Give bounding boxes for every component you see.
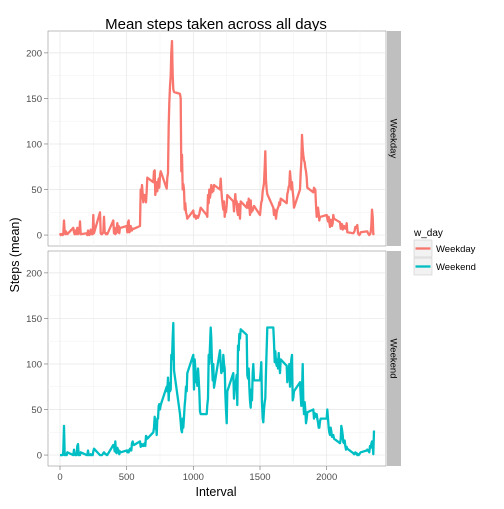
y-tick-label: 0 [37, 451, 42, 462]
legend-label-weekend: Weekend [436, 262, 476, 273]
y-tick-label: 200 [26, 268, 42, 279]
x-tick-label: 0 [57, 472, 62, 483]
legend: w_day Weekday Weekend [413, 228, 476, 276]
series-line-weekday [58, 39, 375, 237]
facet-panel-weekday: 0 50 100 150 200 Weekday [26, 30, 401, 247]
legend-title: w_day [413, 228, 443, 239]
y-tick-label: 150 [26, 314, 42, 325]
facet-strip-label: Weekend [388, 339, 399, 379]
x-axis-title: Interval [196, 485, 237, 499]
panel-background [47, 250, 387, 467]
facet-strip [387, 251, 401, 466]
x-tick-label: 2000 [316, 472, 337, 483]
y-tick-label: 100 [26, 139, 42, 150]
panel-background [47, 30, 387, 247]
series-line-weekend [59, 321, 376, 457]
y-tick-label: 50 [31, 405, 42, 416]
facet-strip-label: Weekday [388, 119, 399, 159]
y-tick-label: 200 [26, 48, 42, 59]
legend-label-weekday: Weekday [436, 244, 476, 255]
y-axis-title: Steps (mean) [8, 217, 22, 292]
x-tick-label: 1500 [249, 472, 270, 483]
y-tick-label: 150 [26, 94, 42, 105]
x-tick-label: 1000 [183, 472, 204, 483]
facet-strip [387, 31, 401, 246]
y-tick-label: 100 [26, 359, 42, 370]
y-tick-label: 50 [31, 185, 42, 196]
x-tick-label: 500 [119, 472, 135, 483]
y-tick-label: 0 [37, 231, 42, 242]
chart-title: Mean steps taken across all days [105, 16, 327, 33]
